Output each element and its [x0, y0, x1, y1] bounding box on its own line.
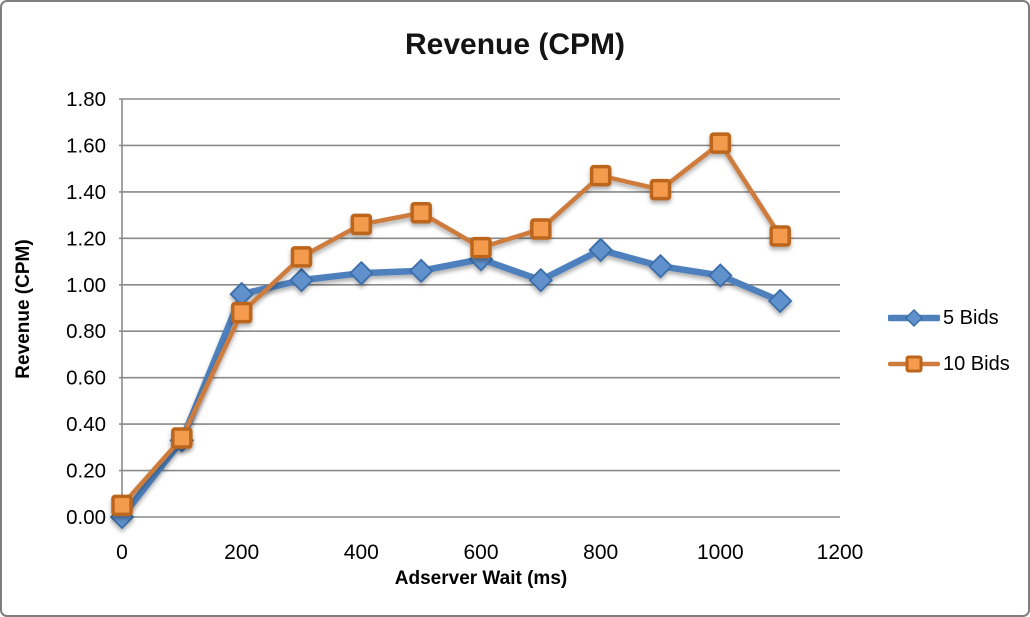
axis-labels-layer: 0.00 0.20 0.40 0.60 0.80 1.00 1.20 1.40 1.60 1.80… [66, 88, 863, 564]
y-tick-label: 0.80 [66, 320, 106, 343]
square-marker [410, 202, 432, 224]
x-axis-title: Adserver Wait (ms) [394, 568, 568, 589]
y-tick-label: 0.60 [66, 367, 106, 390]
legend-label: 10 Bids [943, 352, 1010, 375]
square-marker [111, 494, 133, 517]
x-tick-label: 200 [224, 541, 259, 564]
series-line [119, 140, 783, 508]
square-marker [589, 164, 612, 187]
series-5-bids [109, 237, 793, 530]
square-marker [350, 213, 373, 236]
legend-label: 5 Bids [943, 306, 999, 329]
y-tick-label: 0.20 [66, 460, 106, 483]
chart-title: Revenue (CPM) [404, 28, 626, 61]
series-10-bids [111, 132, 791, 517]
square-marker [171, 427, 193, 449]
square-icon [905, 355, 923, 373]
diamond-icon [904, 308, 924, 328]
y-tick-label: 1.80 [66, 88, 106, 111]
legend-marker [888, 308, 940, 328]
y-tick-label: 1.60 [66, 134, 106, 157]
x-tick-label: 600 [463, 541, 498, 564]
square-marker [290, 246, 313, 268]
diamond-marker [767, 288, 793, 314]
diamond-marker [408, 258, 434, 284]
diamond-marker [528, 267, 554, 293]
x-tick-label: 400 [344, 541, 379, 564]
square-marker [230, 301, 253, 324]
legend-marker [888, 355, 940, 373]
diamond-marker [588, 237, 613, 263]
legend-item-5-bids: 5 Bids [888, 302, 1010, 334]
legend: 5 Bids 10 Bids [888, 302, 1010, 380]
y-tick-label: 1.20 [66, 227, 106, 250]
square-marker [649, 178, 672, 201]
y-tick-label: 0.40 [66, 413, 106, 436]
series-layer [109, 132, 793, 530]
x-tick-label: 1200 [817, 541, 864, 564]
x-tick-label: 1000 [697, 541, 744, 564]
square-marker [530, 218, 552, 240]
y-axis-title: Revenue (CPM) [13, 239, 34, 379]
diamond-marker [648, 253, 673, 279]
y-tick-label: 0.00 [66, 506, 106, 529]
x-tick-label: 800 [583, 541, 618, 564]
square-marker [470, 236, 492, 259]
square-marker [709, 132, 732, 154]
x-tick-label: 0 [116, 541, 128, 564]
diamond-marker [229, 281, 254, 307]
series-line [118, 246, 784, 521]
square-marker [769, 225, 791, 247]
legend-item-10-bids: 10 Bids [888, 348, 1010, 380]
grid-layer [119, 98, 840, 518]
diamond-marker [708, 263, 733, 288]
diamond-marker [289, 267, 314, 293]
y-tick-label: 1.40 [66, 181, 106, 204]
diamond-marker [349, 260, 374, 286]
y-tick-label: 1.00 [66, 274, 106, 297]
